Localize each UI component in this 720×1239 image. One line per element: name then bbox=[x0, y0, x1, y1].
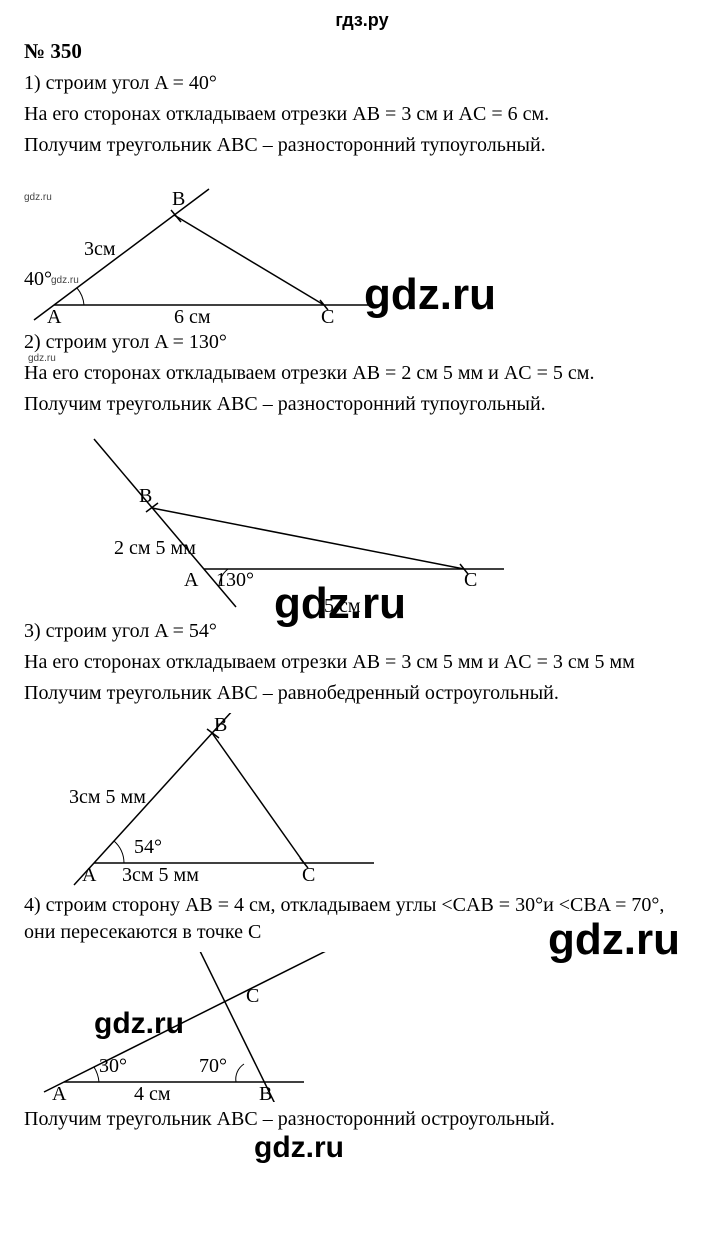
s2-diagram: B A C 2 см 5 мм 5 см 130° bbox=[24, 424, 544, 614]
problem-number: № 350 bbox=[24, 39, 700, 64]
s1-ac-len: 6 см bbox=[174, 306, 211, 325]
s1-wm1: gdz.ru bbox=[51, 275, 79, 286]
s2-result: Получим треугольник ABC – разносторонний… bbox=[24, 391, 700, 418]
s1-angle: 40° bbox=[24, 268, 52, 290]
s3-angle: 54° bbox=[134, 836, 162, 858]
s3-ab-len: 3см 5 мм bbox=[69, 786, 146, 808]
page: гдз.ру № 350 1) строим угол A = 40° На е… bbox=[0, 0, 720, 1187]
s4-angleA: 30° bbox=[99, 1055, 127, 1077]
s3-diagram: B A C 3см 5 мм 3см 5 мм 54° bbox=[24, 713, 444, 888]
s3-ac-len: 3см 5 мм bbox=[122, 864, 199, 886]
s1-sides: На его сторонах откладываем отрезки AB =… bbox=[24, 101, 700, 128]
s2-label-A: A bbox=[184, 569, 199, 591]
s3-label-B: B bbox=[214, 714, 227, 736]
watermark-mid-footer: gdz.ru bbox=[254, 1131, 344, 1165]
s1-label-A: A bbox=[47, 306, 62, 325]
s3-result: Получим треугольник ABC – равнобедренный… bbox=[24, 680, 700, 707]
s1-wm2: gdz.ru bbox=[24, 192, 52, 203]
s4-diagram: C A B 30° 70° 4 см bbox=[24, 952, 444, 1102]
s1-figure: B A C 3см 6 см 40° gdz.ru gdz.ru gdz.ru bbox=[24, 165, 700, 325]
s4-label-A: A bbox=[52, 1083, 67, 1102]
s2-step-wrap: 2) строим угол A = 130° bbox=[24, 329, 700, 356]
s2-figure: B A C 2 см 5 мм 5 см 130° gdz.ru bbox=[24, 424, 700, 614]
s1-ab-len: 3см bbox=[84, 238, 116, 260]
s1-label-C: C bbox=[321, 306, 334, 325]
s3-step: 3) строим угол A = 54° bbox=[24, 618, 700, 645]
s2-ac-len: 5 см bbox=[324, 595, 361, 614]
s3-figure: B A C 3см 5 мм 3см 5 мм 54° bbox=[24, 713, 700, 888]
s3-label-C: C bbox=[302, 864, 315, 886]
s4-result: Получим треугольник ABC – разносторонний… bbox=[24, 1106, 700, 1133]
s1-step: 1) строим угол A = 40° bbox=[24, 70, 700, 97]
s1-result: Получим треугольник ABC – разносторонний… bbox=[24, 132, 700, 159]
s4-figure: C A B 30° 70° 4 см gdz.ru bbox=[24, 952, 700, 1102]
s2-sides-wrap: gdz.ru На его сторонах откладываем отрез… bbox=[24, 360, 700, 387]
s2-label-C: C bbox=[464, 569, 477, 591]
s2-angle: 130° bbox=[216, 569, 254, 591]
s4-angleB: 70° bbox=[199, 1055, 227, 1077]
s1-diagram: B A C 3см 6 см 40° gdz.ru gdz.ru bbox=[24, 165, 444, 325]
s4-label-C: C bbox=[246, 985, 259, 1007]
s3-sides: На его сторонах откладываем отрезки AB =… bbox=[24, 649, 700, 676]
s2-ab-len: 2 см 5 мм bbox=[114, 537, 196, 559]
s4-step: 4) строим сторону AB = 4 см, откладываем… bbox=[24, 894, 664, 943]
s4-label-B: B bbox=[259, 1083, 272, 1102]
s2-wm-top: gdz.ru bbox=[28, 352, 56, 366]
s4-step-wrap: 4) строим сторону AB = 4 см, откладываем… bbox=[24, 892, 700, 946]
s2-step: 2) строим угол A = 130° bbox=[24, 331, 227, 353]
s2-label-B: B bbox=[139, 485, 152, 507]
s3-label-A: A bbox=[82, 864, 97, 886]
s1-label-B: B bbox=[172, 188, 185, 210]
s4-ab-len: 4 см bbox=[134, 1083, 171, 1102]
site-header: гдз.ру bbox=[24, 10, 700, 31]
footer-wm-wrap: gdz.ru bbox=[24, 1137, 700, 1167]
s2-sides: На его сторонах откладываем отрезки AB =… bbox=[24, 362, 594, 384]
